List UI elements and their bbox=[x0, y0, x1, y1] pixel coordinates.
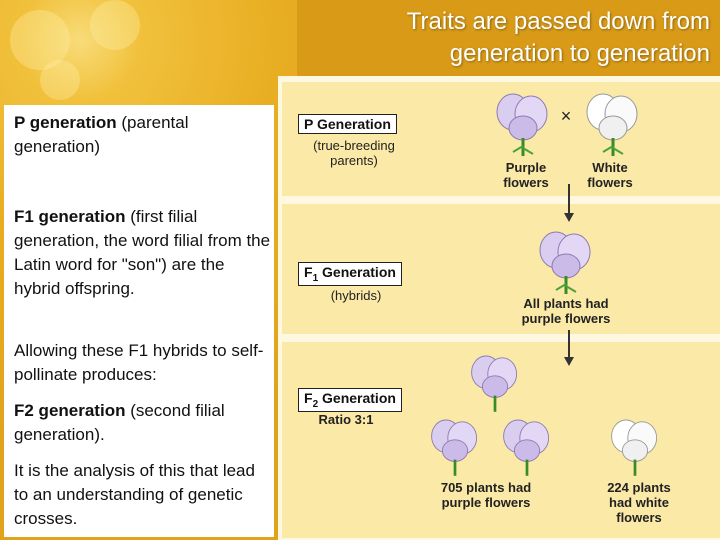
f1-purple-flower-icon bbox=[539, 231, 591, 294]
f2-generation-label: F2 Generation bbox=[298, 388, 402, 412]
arrow-head bbox=[564, 213, 574, 222]
p-generation-text: P generation (parental generation) bbox=[14, 113, 189, 156]
genetics-figure: P Generation (true-breeding parents) × P… bbox=[278, 76, 720, 540]
white-flower-icon bbox=[586, 93, 638, 156]
f1-generation-text: F1 generation (first filial generation, … bbox=[14, 207, 271, 298]
arrow-head bbox=[564, 357, 574, 366]
title-line-2: generation to generation bbox=[449, 40, 710, 67]
f2-ratio: Ratio 3:1 bbox=[318, 412, 374, 427]
white-caption: White flowers bbox=[587, 160, 633, 190]
f2-generation-text: F2 generation (second filial generation)… bbox=[14, 401, 225, 444]
p-generation-label: P Generation bbox=[298, 114, 397, 134]
f2-purple-flower-icon bbox=[431, 419, 478, 476]
p-generation-sub: (true-breeding parents) bbox=[313, 138, 395, 168]
decorative-flower bbox=[10, 10, 70, 70]
f2-white-flower-icon bbox=[611, 419, 658, 476]
f2-purple-caption: 705 plants had purple flowers bbox=[440, 480, 532, 510]
allowing-text: Allowing these F1 hybrids to self-pollin… bbox=[14, 341, 264, 384]
f2-purple-flower-icon bbox=[471, 355, 518, 412]
arrow-f1-to-f2 bbox=[568, 330, 570, 358]
cross-symbol: × bbox=[560, 106, 572, 126]
title-line-1: Traits are passed down from bbox=[406, 8, 710, 35]
f1-caption: All plants had purple flowers bbox=[521, 296, 611, 326]
slide-title: Traits are passed down from generation t… bbox=[280, 6, 710, 70]
title-background bbox=[297, 0, 720, 76]
decorative-flower bbox=[90, 0, 140, 50]
f2-purple-flower-icon bbox=[503, 419, 550, 476]
analysis-text: It is the analysis of this that lead to … bbox=[14, 461, 255, 528]
f1-generation-label: F1 Generation bbox=[298, 262, 402, 286]
f2-white-caption: 224 plants had white flowers bbox=[607, 480, 671, 525]
text-panel: P generation (parental generation) F1 ge… bbox=[4, 105, 274, 537]
f1-generation-sub: (hybrids) bbox=[330, 288, 382, 303]
purple-flower-icon bbox=[496, 93, 548, 156]
arrow-p-to-f1 bbox=[568, 184, 570, 214]
decorative-flower bbox=[40, 60, 80, 100]
purple-caption: Purple flowers bbox=[503, 160, 549, 190]
